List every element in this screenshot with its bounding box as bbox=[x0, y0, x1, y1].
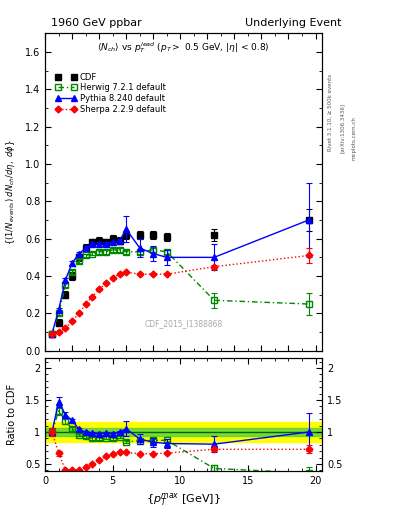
CDF bbox=[97, 238, 102, 244]
Herwig 7.2.1 default bbox=[104, 249, 108, 255]
Herwig 7.2.1 default bbox=[77, 258, 81, 264]
Sherpa 2.2.9 default bbox=[110, 275, 115, 281]
Pythia 8.240 default bbox=[104, 241, 108, 247]
Herwig 7.2.1 default bbox=[70, 269, 75, 275]
Text: Underlying Event: Underlying Event bbox=[245, 18, 342, 28]
Bar bbox=[45, 422, 322, 441]
Pythia 8.240 default bbox=[56, 307, 61, 313]
Herwig 7.2.1 default bbox=[138, 249, 142, 255]
CDF bbox=[165, 234, 169, 240]
Pythia 8.240 default bbox=[70, 260, 75, 266]
Herwig 7.2.1 default bbox=[165, 249, 169, 255]
Sherpa 2.2.9 default bbox=[77, 310, 81, 316]
Herwig 7.2.1 default bbox=[90, 250, 95, 257]
Pythia 8.240 default bbox=[307, 217, 311, 223]
Line: CDF: CDF bbox=[49, 217, 312, 337]
Herwig 7.2.1 default bbox=[50, 331, 54, 337]
Pythia 8.240 default bbox=[50, 331, 54, 337]
Herwig 7.2.1 default bbox=[97, 249, 102, 255]
Text: 1960 GeV ppbar: 1960 GeV ppbar bbox=[51, 18, 142, 28]
Herwig 7.2.1 default bbox=[83, 252, 88, 259]
Sherpa 2.2.9 default bbox=[70, 318, 75, 324]
Sherpa 2.2.9 default bbox=[307, 252, 311, 259]
Sherpa 2.2.9 default bbox=[117, 271, 122, 277]
Herwig 7.2.1 default bbox=[212, 297, 217, 304]
Herwig 7.2.1 default bbox=[117, 247, 122, 253]
Sherpa 2.2.9 default bbox=[165, 271, 169, 277]
Text: mcplots.cern.ch: mcplots.cern.ch bbox=[352, 116, 357, 160]
Sherpa 2.2.9 default bbox=[138, 271, 142, 277]
Sherpa 2.2.9 default bbox=[83, 301, 88, 307]
Sherpa 2.2.9 default bbox=[63, 325, 68, 331]
Pythia 8.240 default bbox=[90, 241, 95, 247]
Sherpa 2.2.9 default bbox=[151, 271, 156, 277]
Pythia 8.240 default bbox=[165, 254, 169, 261]
Herwig 7.2.1 default bbox=[151, 247, 156, 253]
Sherpa 2.2.9 default bbox=[50, 331, 54, 337]
CDF bbox=[151, 232, 156, 238]
Pythia 8.240 default bbox=[117, 238, 122, 244]
Sherpa 2.2.9 default bbox=[56, 329, 61, 335]
Sherpa 2.2.9 default bbox=[104, 281, 108, 287]
Bar bbox=[45, 428, 322, 436]
Text: $\langle N_{ch}\rangle$ vs $p_T^{lead}$ ($p_T >$ 0.5 GeV, $|\eta|$ < 0.8): $\langle N_{ch}\rangle$ vs $p_T^{lead}$ … bbox=[97, 39, 270, 55]
Y-axis label: $\{(1/N_{events})\ dN_{ch}/d\eta,\ d\phi\}$: $\{(1/N_{events})\ dN_{ch}/d\eta,\ d\phi… bbox=[4, 139, 17, 245]
Pythia 8.240 default bbox=[83, 245, 88, 251]
CDF bbox=[138, 232, 142, 238]
CDF bbox=[212, 232, 217, 238]
Text: Rivet 3.1.10, ≥ 500k events: Rivet 3.1.10, ≥ 500k events bbox=[328, 74, 333, 151]
Pythia 8.240 default bbox=[124, 226, 129, 232]
CDF bbox=[110, 236, 115, 242]
Herwig 7.2.1 default bbox=[56, 310, 61, 316]
Sherpa 2.2.9 default bbox=[97, 286, 102, 292]
CDF bbox=[56, 319, 61, 326]
Sherpa 2.2.9 default bbox=[212, 264, 217, 270]
CDF bbox=[104, 239, 108, 245]
X-axis label: $\{p_T^{max}$ [GeV]$\}$: $\{p_T^{max}$ [GeV]$\}$ bbox=[146, 492, 221, 508]
CDF bbox=[90, 239, 95, 245]
CDF bbox=[63, 292, 68, 298]
Sherpa 2.2.9 default bbox=[90, 293, 95, 300]
Sherpa 2.2.9 default bbox=[124, 269, 129, 275]
Pythia 8.240 default bbox=[138, 245, 142, 251]
Text: [arXiv:1306.3436]: [arXiv:1306.3436] bbox=[340, 103, 345, 153]
CDF bbox=[124, 232, 129, 238]
Line: Sherpa 2.2.9 default: Sherpa 2.2.9 default bbox=[50, 253, 311, 336]
CDF bbox=[70, 273, 75, 279]
Pythia 8.240 default bbox=[63, 276, 68, 283]
Herwig 7.2.1 default bbox=[63, 282, 68, 288]
CDF bbox=[77, 254, 81, 261]
Pythia 8.240 default bbox=[151, 250, 156, 257]
Text: CDF_2015_I1388868: CDF_2015_I1388868 bbox=[145, 319, 223, 329]
Pythia 8.240 default bbox=[212, 254, 217, 261]
Line: Pythia 8.240 default: Pythia 8.240 default bbox=[49, 217, 312, 337]
Herwig 7.2.1 default bbox=[124, 249, 129, 255]
Legend: CDF, Herwig 7.2.1 default, Pythia 8.240 default, Sherpa 2.2.9 default: CDF, Herwig 7.2.1 default, Pythia 8.240 … bbox=[52, 69, 169, 117]
CDF bbox=[83, 245, 88, 251]
Y-axis label: Ratio to CDF: Ratio to CDF bbox=[7, 384, 17, 445]
Pythia 8.240 default bbox=[110, 239, 115, 245]
Pythia 8.240 default bbox=[77, 250, 81, 257]
Pythia 8.240 default bbox=[97, 241, 102, 247]
CDF bbox=[50, 331, 54, 337]
CDF bbox=[307, 217, 311, 223]
CDF bbox=[117, 238, 122, 244]
Line: Herwig 7.2.1 default: Herwig 7.2.1 default bbox=[49, 247, 312, 337]
Herwig 7.2.1 default bbox=[307, 301, 311, 307]
Herwig 7.2.1 default bbox=[110, 247, 115, 253]
